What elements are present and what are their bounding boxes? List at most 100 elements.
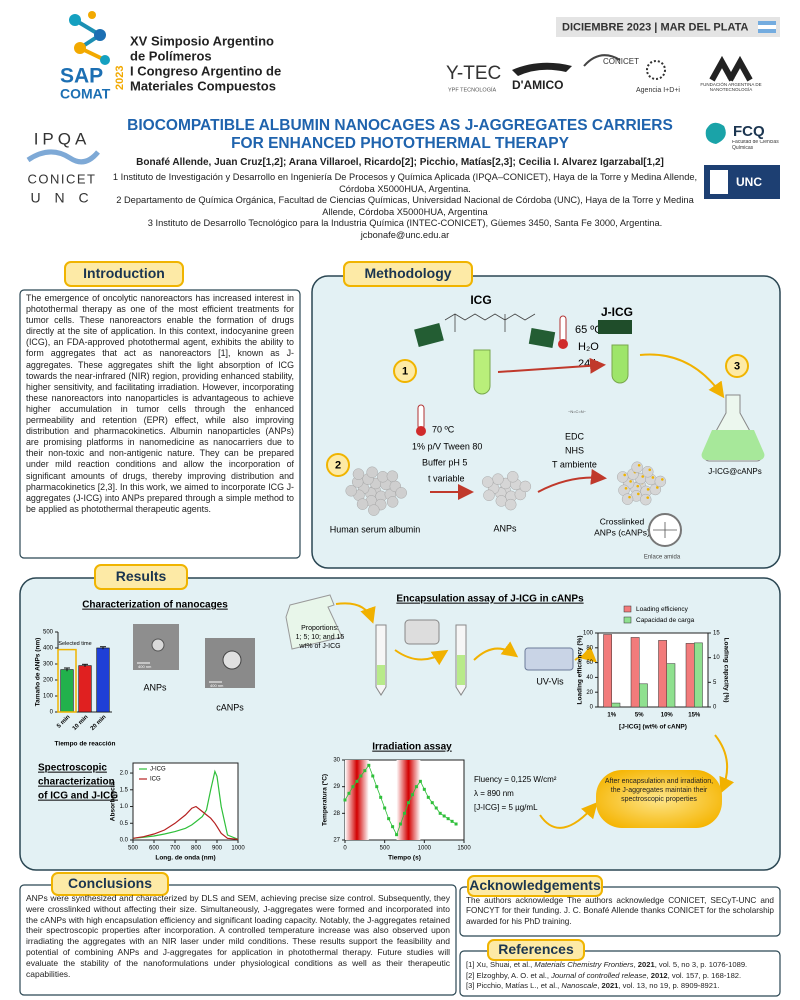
step-number: 3 xyxy=(734,360,740,372)
event-line: Materiales Compuestos xyxy=(130,78,276,93)
subsection-title: Irradiation assay xyxy=(372,742,452,753)
logo-comat: COMAT xyxy=(60,86,111,102)
y2-tick-label: 15 xyxy=(713,631,720,637)
sem-label: ANPs xyxy=(143,682,167,692)
x-tick-label: 0 xyxy=(343,846,347,852)
data-point xyxy=(438,811,442,815)
condition: NHS xyxy=(565,445,584,455)
reference: [1] Xu, Shuai, et al., Materials Chemist… xyxy=(466,960,748,969)
methodology-diagram: ICG 65 ºC H₂O 24 h J-ICG 1 2 3 J-ICG@cAN… xyxy=(326,293,765,561)
x-tick-label: 600 xyxy=(149,846,160,852)
bar xyxy=(78,665,92,713)
axis-title: Long. de onda (nm) xyxy=(155,855,215,862)
data-point xyxy=(383,806,387,810)
thermometer xyxy=(417,404,425,430)
sponsor-ytec-sub: YPF TECNOLOGÍA xyxy=(448,86,497,93)
sem-particle xyxy=(222,650,242,670)
ref-year: 2012 xyxy=(650,970,668,980)
data-point xyxy=(391,825,395,829)
affiliation: 1 Instituto de Investigación y Desarroll… xyxy=(112,172,698,194)
particle xyxy=(368,504,380,516)
y-tick-label: 28 xyxy=(333,811,340,817)
data-point xyxy=(367,763,371,767)
particle-clusters xyxy=(345,461,667,516)
particle xyxy=(395,487,407,499)
particle-dot xyxy=(646,496,650,499)
y-tick-label: 1.5 xyxy=(120,787,129,793)
legend-swatch xyxy=(623,605,632,613)
step-number: 1 xyxy=(402,365,408,377)
arrow xyxy=(537,468,607,493)
particle-dot xyxy=(637,492,640,496)
selection-frame xyxy=(57,648,77,713)
y-tick-label: 100 xyxy=(43,694,54,700)
x-tick-label: 900 xyxy=(212,846,223,852)
y-tick-label: 27 xyxy=(333,838,340,844)
arrow xyxy=(639,353,725,399)
thermometer-bulb xyxy=(558,339,568,349)
y-tick-label: 0.0 xyxy=(120,838,129,844)
subsection-title: of ICG and J-ICG xyxy=(38,791,118,802)
subsection-title: Spectroscopic xyxy=(38,763,107,774)
x-tick-label: 10% xyxy=(661,713,674,719)
x-tick-label: 500 xyxy=(380,846,391,852)
x-tick-label: 1000 xyxy=(418,846,432,852)
unc-shield xyxy=(710,170,728,194)
axis-title: Tiempo de reacción xyxy=(55,741,116,748)
irradiation-condition: [J-ICG] = 5 µg/mL xyxy=(474,803,538,812)
conicet-mark xyxy=(583,54,621,67)
data-point xyxy=(418,779,422,783)
x-tick-label: 800 xyxy=(191,846,202,852)
condition: H₂O xyxy=(578,341,599,353)
amide-label: Enlace amida xyxy=(644,555,681,561)
event-line: de Polímeros xyxy=(130,48,212,63)
bar xyxy=(639,683,648,708)
step-number: 2 xyxy=(335,459,341,471)
particle xyxy=(377,471,389,483)
x-tick-label: 700 xyxy=(170,846,181,852)
particle-dot xyxy=(651,476,655,479)
particle-dot xyxy=(624,486,628,490)
y-tick-label: 60 xyxy=(586,660,593,666)
bar xyxy=(685,643,695,708)
annotation: Selected time xyxy=(58,641,91,647)
data-point xyxy=(430,801,434,805)
step-badge xyxy=(725,354,749,378)
anps-label: ANPs xyxy=(493,523,517,533)
summary-wrap: After encapsulation and irradiation, the… xyxy=(604,778,714,803)
heading-pill xyxy=(94,564,188,590)
summary-text: After encapsulation and irradiation, the… xyxy=(604,778,714,803)
data-point xyxy=(450,819,454,823)
data-point xyxy=(355,779,359,783)
arrow xyxy=(335,602,376,624)
arrow xyxy=(539,801,598,829)
y-tick-label: 40 xyxy=(586,675,593,681)
y2-tick-label: 5 xyxy=(713,680,717,686)
bar xyxy=(60,669,74,713)
event-line: XV Simposio Argentino xyxy=(130,33,274,48)
particle-dot xyxy=(646,488,650,491)
nano-mark xyxy=(709,55,753,82)
ref-year: 2021 xyxy=(601,981,619,990)
logo-fcq-sub: Facultad de Ciencias Químicas xyxy=(732,140,779,151)
particle xyxy=(519,480,532,493)
data-point xyxy=(403,811,406,815)
sem-particle xyxy=(151,638,165,652)
condition: 24 h xyxy=(578,358,599,370)
sap-logo: SAP COMAT 2023 xyxy=(60,11,126,102)
affiliation: 2 Departamento de Química Orgánica, Facu… xyxy=(116,195,694,217)
condition: 70 ºC xyxy=(432,424,455,434)
introduction-text: The emergence of oncolytic nanoreactors … xyxy=(26,293,294,514)
bar xyxy=(611,702,621,708)
logo-conicet: CONICET xyxy=(28,171,97,186)
condition: t variable xyxy=(428,473,465,483)
axis-title: Temperatura (ºC) xyxy=(322,774,329,826)
affiliations: 1 Instituto de Investigación y Desarroll… xyxy=(108,172,702,241)
sem-label: cANPs xyxy=(216,702,244,712)
data-point xyxy=(426,795,430,799)
reference: [3] Picchio, Matías L., et al., Nanoscal… xyxy=(466,981,720,990)
particle-dot xyxy=(636,484,640,488)
x-tick-label: 1500 xyxy=(457,846,471,852)
product-label: J-ICG@cANPs xyxy=(708,467,761,476)
